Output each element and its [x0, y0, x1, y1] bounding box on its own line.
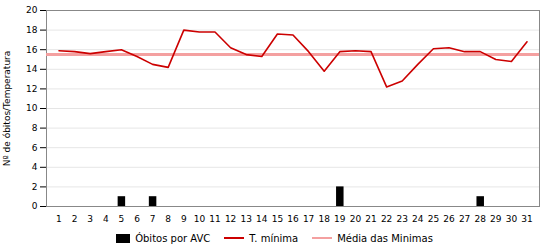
svg-text:3: 3	[87, 214, 93, 224]
svg-text:12: 12	[225, 214, 236, 224]
svg-text:21: 21	[365, 214, 376, 224]
svg-text:5: 5	[119, 214, 125, 224]
svg-text:23: 23	[396, 214, 407, 224]
svg-text:16: 16	[26, 45, 38, 55]
svg-text:24: 24	[412, 214, 424, 224]
svg-text:31: 31	[521, 214, 532, 224]
svg-text:1: 1	[56, 214, 62, 224]
svg-text:2: 2	[72, 214, 78, 224]
svg-text:13: 13	[240, 214, 251, 224]
svg-text:2: 2	[32, 182, 38, 192]
svg-text:17: 17	[303, 214, 314, 224]
svg-text:11: 11	[209, 214, 220, 224]
svg-text:Nº de óbitos/Temperatura: Nº de óbitos/Temperatura	[2, 51, 12, 167]
svg-text:16: 16	[287, 214, 299, 224]
html-text:T. mínima: T. mínima	[249, 232, 299, 244]
svg-text:15: 15	[272, 214, 283, 224]
svg-text:20: 20	[350, 214, 362, 224]
svg-text:10: 10	[194, 214, 206, 224]
svg-text:19: 19	[334, 214, 346, 224]
svg-text:26: 26	[443, 214, 455, 224]
svg-text:28: 28	[474, 214, 486, 224]
svg-text:0: 0	[32, 201, 38, 211]
svg-text:25: 25	[428, 214, 439, 224]
svg-text:14: 14	[26, 64, 38, 74]
svg-text:8: 8	[165, 214, 171, 224]
svg-text:18: 18	[318, 214, 330, 224]
svg-text:30: 30	[506, 214, 518, 224]
svg-text:10: 10	[26, 103, 38, 113]
svg-text:8: 8	[32, 123, 38, 133]
svg-text:29: 29	[490, 214, 502, 224]
svg-text:7: 7	[150, 214, 156, 224]
svg-text:9: 9	[181, 214, 187, 224]
svg-text:6: 6	[32, 143, 38, 153]
svg-text:18: 18	[26, 25, 38, 35]
svg-text:4: 4	[32, 162, 38, 172]
html-text:Óbitos por AVC: Óbitos por AVC	[135, 232, 211, 244]
svg-text:22: 22	[381, 214, 392, 224]
svg-text:6: 6	[134, 214, 140, 224]
svg-text:27: 27	[459, 214, 470, 224]
svg-text:20: 20	[26, 5, 38, 15]
svg-text:12: 12	[26, 84, 37, 94]
html-text:Média das Minimas: Média das Minimas	[337, 232, 433, 244]
svg-text:14: 14	[256, 214, 268, 224]
svg-text:4: 4	[103, 214, 109, 224]
